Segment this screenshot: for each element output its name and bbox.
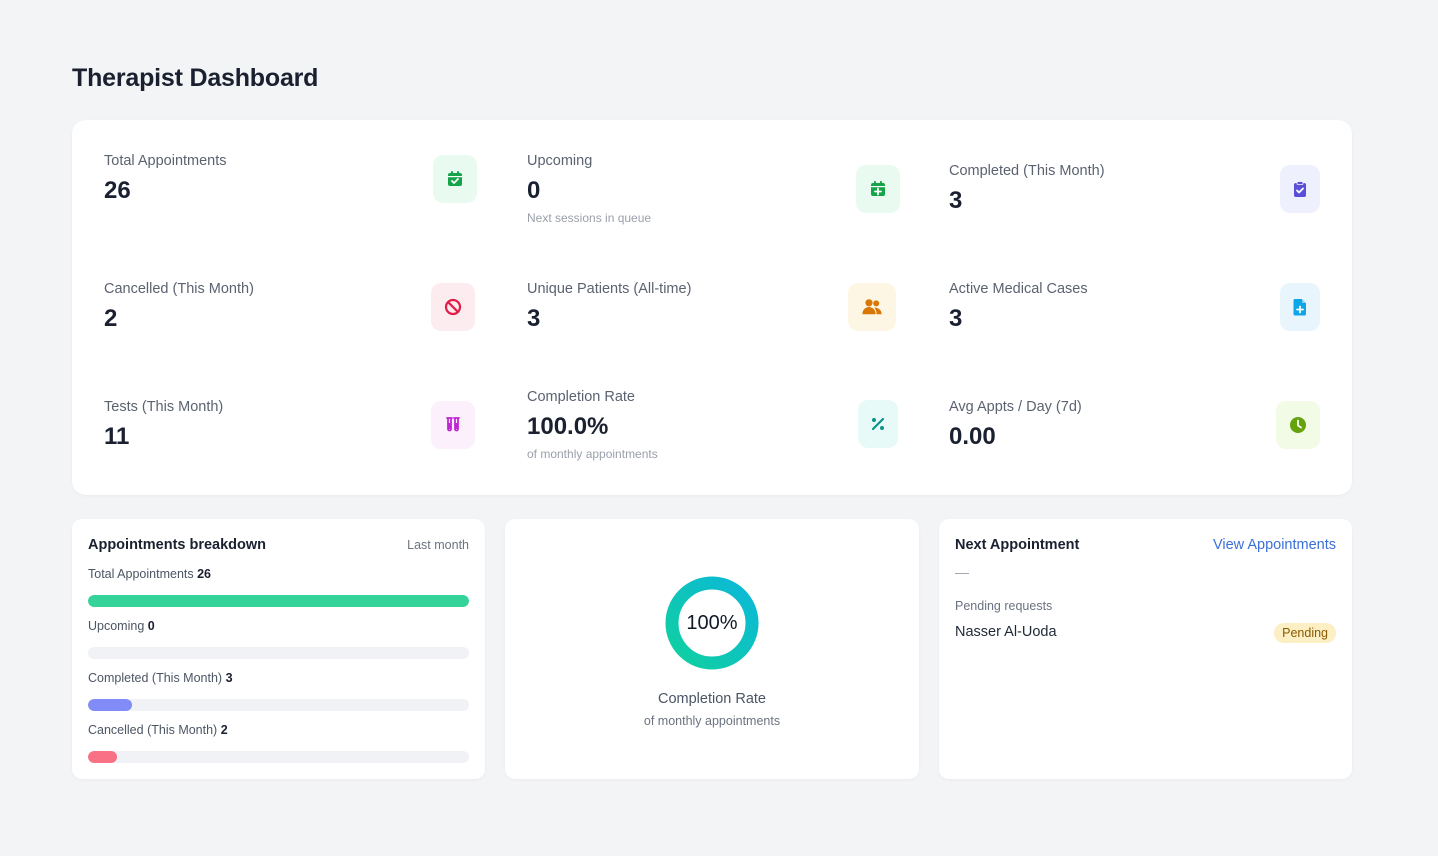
stat-tests-month: Tests (This Month) 11: [104, 396, 475, 496]
period-label: Last month: [407, 538, 469, 552]
bar-value: 3: [225, 671, 233, 685]
stat-value: 3: [949, 305, 963, 332]
progress-bar-total: [88, 595, 469, 607]
file-medical-icon: [1280, 283, 1320, 331]
pending-patient-name[interactable]: Nasser Al-Uoda: [955, 624, 1057, 640]
stat-label: Completed (This Month): [949, 163, 1105, 179]
test-tubes-icon: [431, 401, 475, 449]
calendar-check-icon: [433, 155, 477, 203]
status-badge: Pending: [1274, 623, 1336, 643]
stat-label: Tests (This Month): [104, 399, 224, 415]
stat-label: Unique Patients (All-time): [527, 281, 692, 297]
stat-label: Upcoming: [527, 153, 593, 169]
stat-completed-month: Completed (This Month) 3: [949, 150, 1320, 250]
stat-upcoming: Upcoming 0 Next sessions in queue: [527, 150, 900, 250]
bar-value: 0: [147, 619, 155, 633]
stat-value: 26: [104, 177, 131, 204]
stat-label: Completion Rate: [527, 389, 635, 405]
stat-value: 11: [104, 423, 130, 450]
stat-avg-appts-day: Avg Appts / Day (7d) 0.00: [949, 396, 1320, 496]
completion-donut: 100%: [665, 576, 759, 670]
progress-fill: [88, 751, 118, 763]
stat-sub: of monthly appointments: [527, 447, 658, 461]
stat-total-appointments: Total Appointments 26: [104, 150, 477, 250]
bar-label-completed: Completed (This Month) 3: [88, 671, 233, 685]
progress-bar-cancelled: [88, 751, 469, 763]
next-appointment-panel: Next Appointment View Appointments — Pen…: [939, 519, 1352, 779]
stat-active-medical-cases: Active Medical Cases 3: [949, 278, 1320, 378]
stat-unique-patients: Unique Patients (All-time) 3: [527, 278, 897, 378]
bar-label-text: Cancelled (This Month): [88, 723, 218, 737]
percent-icon: [858, 400, 898, 448]
donut-percent-text: 100%: [686, 611, 738, 634]
panel-title: Appointments breakdown: [88, 537, 267, 553]
progress-bar-completed: [88, 699, 469, 711]
clock-icon: [1276, 401, 1320, 449]
completion-caption: Completion Rate: [658, 691, 766, 707]
stat-value: 0: [527, 177, 541, 204]
progress-fill: [88, 595, 469, 607]
bar-value: 2: [220, 723, 228, 737]
stat-label: Avg Appts / Day (7d): [949, 399, 1082, 415]
bar-label-total: Total Appointments 26: [88, 567, 211, 581]
stat-label: Total Appointments: [104, 153, 227, 169]
stat-completion-rate: Completion Rate 100.0% of monthly appoin…: [527, 386, 898, 486]
stat-value: 100.0%: [527, 413, 609, 440]
bar-value: 26: [197, 567, 212, 581]
bar-label-upcoming: Upcoming 0: [88, 619, 155, 633]
stat-value: 3: [527, 305, 541, 332]
appointments-breakdown-panel: Appointments breakdown Last month Total …: [72, 519, 485, 779]
stats-card: Total Appointments 26 Upcoming 0 Next se…: [72, 120, 1352, 495]
progress-fill: [88, 699, 132, 711]
bar-label-text: Completed (This Month): [88, 671, 223, 685]
users-icon: [848, 283, 896, 331]
clipboard-check-icon: [1280, 165, 1320, 213]
ban-icon: [431, 283, 475, 331]
stat-value: 0.00: [949, 423, 996, 450]
bar-label-text: Upcoming: [88, 619, 145, 633]
stat-sub: Next sessions in queue: [527, 211, 652, 225]
stat-label: Active Medical Cases: [949, 281, 1088, 297]
stat-label: Cancelled (This Month): [104, 281, 254, 297]
pending-requests-label: Pending requests: [955, 599, 1053, 613]
completion-sub: of monthly appointments: [643, 714, 781, 728]
stat-value: 2: [104, 305, 118, 332]
progress-bar-upcoming: [88, 647, 469, 659]
no-appointment-placeholder: —: [955, 564, 969, 580]
page-title: Therapist Dashboard: [72, 64, 319, 92]
calendar-plus-icon: [856, 165, 900, 213]
donut-arc: [665, 576, 759, 670]
panel-title: Next Appointment: [955, 537, 1080, 553]
bar-label-cancelled: Cancelled (This Month) 2: [88, 723, 228, 737]
completion-rate-panel: 100% Completion Rate of monthly appointm…: [505, 519, 919, 779]
view-appointments-link[interactable]: View Appointments: [1212, 537, 1336, 553]
bar-label-text: Total Appointments: [88, 567, 194, 581]
stat-value: 3: [949, 187, 963, 214]
stat-cancelled-month: Cancelled (This Month) 2: [104, 278, 475, 378]
